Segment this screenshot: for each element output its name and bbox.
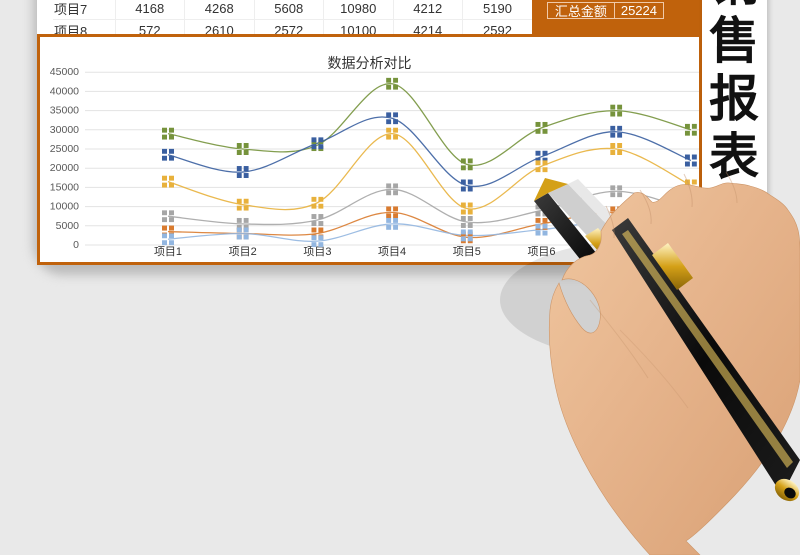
- svg-text:20000: 20000: [50, 162, 79, 174]
- svg-text:35000: 35000: [50, 105, 79, 117]
- svg-text:项目2: 项目2: [229, 245, 257, 258]
- svg-text:项目1: 项目1: [154, 245, 182, 258]
- svg-text:项目3: 项目3: [303, 245, 331, 258]
- svg-text:5000: 5000: [56, 220, 80, 232]
- svg-text:项目7: 项目7: [602, 245, 630, 258]
- svg-text:项目6: 项目6: [527, 245, 555, 258]
- svg-text:10000: 10000: [50, 201, 79, 213]
- svg-text:15000: 15000: [50, 181, 79, 193]
- svg-text:项目5: 项目5: [453, 245, 481, 258]
- svg-text:40000: 40000: [50, 85, 79, 97]
- svg-text:项目8: 项目8: [677, 245, 702, 258]
- svg-text:项目4: 项目4: [378, 245, 406, 258]
- svg-text:30000: 30000: [50, 124, 79, 136]
- svg-text:45000: 45000: [50, 66, 79, 78]
- svg-text:25000: 25000: [50, 143, 79, 155]
- svg-text:0: 0: [73, 239, 79, 251]
